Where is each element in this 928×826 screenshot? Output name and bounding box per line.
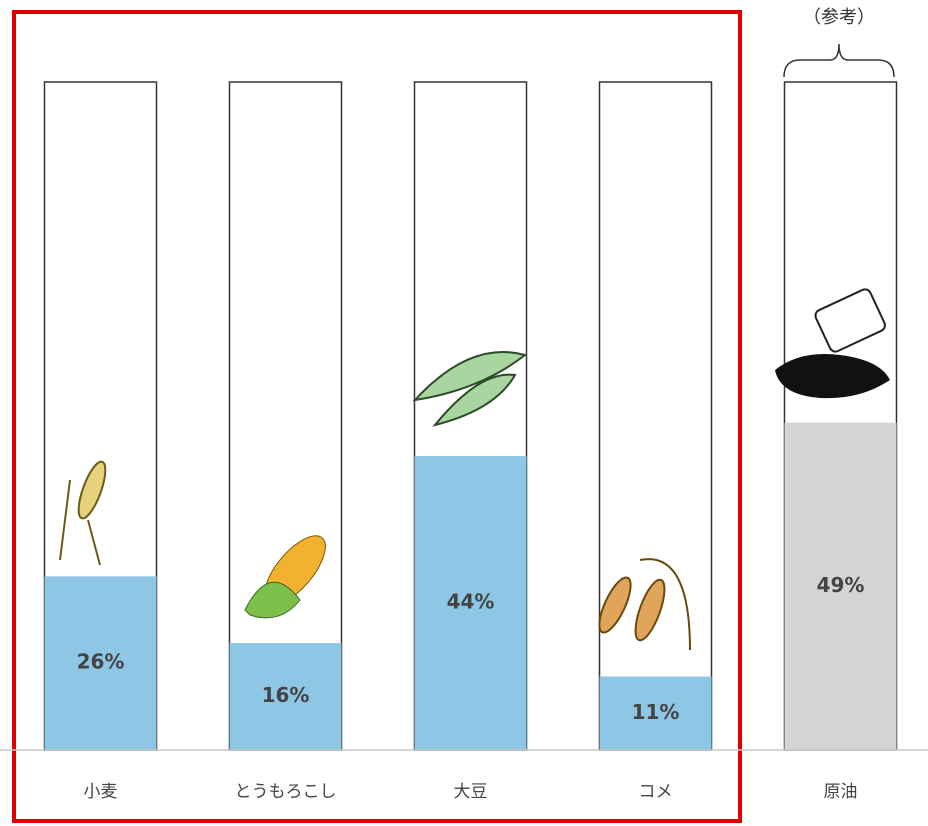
value-label: 49% <box>817 573 865 597</box>
soybean-icon <box>412 351 528 427</box>
bar <box>414 456 527 750</box>
annotation: （参考） <box>803 7 875 28</box>
x-tick-label: とうもろこし <box>235 782 337 802</box>
highlight-frame <box>12 10 742 823</box>
x-tick-label: 大豆 <box>454 782 488 802</box>
x-tick-label: 小麦 <box>84 782 118 802</box>
bar-frame <box>228 81 343 751</box>
corn-icon <box>244 535 326 619</box>
bar <box>229 643 342 750</box>
value-label: 44% <box>447 590 495 614</box>
x-tick-label: 原油 <box>824 782 858 802</box>
wheat-icon <box>59 460 107 566</box>
x-tick-label: コメ <box>639 782 673 802</box>
bars <box>43 81 898 751</box>
bar-frame <box>598 81 713 751</box>
bar <box>599 676 712 750</box>
rice-icon <box>598 558 691 651</box>
bar <box>44 576 157 750</box>
bar <box>784 422 897 750</box>
value-label: 11% <box>632 700 680 724</box>
oil-icon <box>775 288 890 399</box>
value-label: 16% <box>262 683 310 707</box>
value-label: 26% <box>77 650 125 674</box>
brace <box>783 43 895 78</box>
